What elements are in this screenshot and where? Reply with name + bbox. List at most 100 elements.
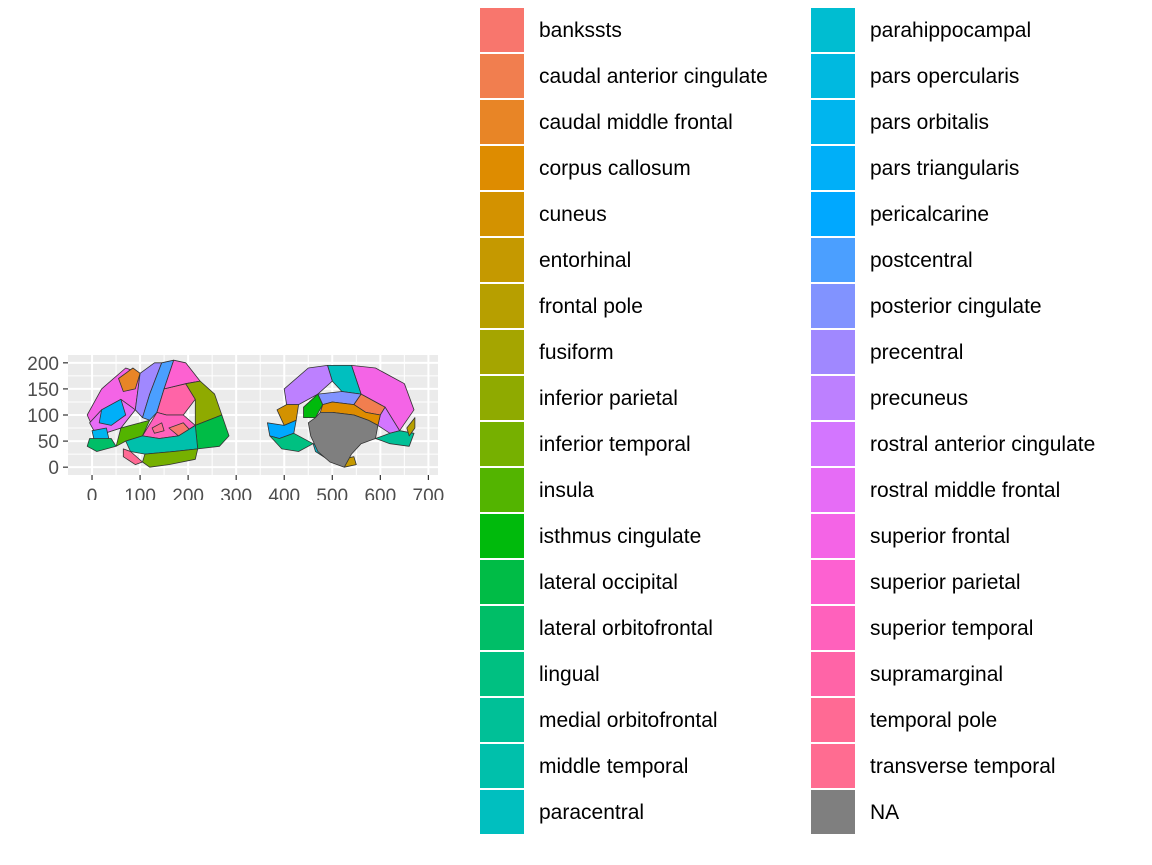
legend-swatch — [811, 8, 855, 52]
legend-label: insula — [539, 479, 594, 502]
region-temporal-pole — [122, 448, 143, 466]
legend-swatch — [811, 100, 855, 144]
legend-swatch — [480, 8, 524, 52]
brain-atlas-plot: 0 100 200 300 400 500 600 700 0 50 100 150 200 — [27, 354, 445, 500]
x-tick-label: 200 — [172, 486, 204, 500]
legend-label: corpus callosum — [539, 157, 691, 180]
region-isthmus-cingulate — [303, 393, 324, 419]
region-na — [307, 411, 379, 468]
legend-label: frontal pole — [539, 295, 643, 318]
legend-swatch — [811, 652, 855, 696]
region-cuneus — [276, 404, 300, 426]
legend-label: NA — [870, 801, 900, 824]
legend-label: paracentral — [539, 801, 645, 824]
legend-label: cuneus — [539, 203, 607, 226]
legend-label: pars triangularis — [870, 157, 1020, 180]
legend-swatch — [480, 100, 524, 144]
x-tick-label: 0 — [87, 486, 98, 500]
y-axis: 0 50 100 150 200 — [27, 354, 68, 479]
region-pars-triangularis — [98, 398, 127, 426]
legend-swatch — [480, 468, 524, 512]
legend-label: superior temporal — [870, 617, 1034, 640]
legend-label: caudal anterior cingulate — [539, 65, 768, 88]
legend-label: rostral middle frontal — [870, 479, 1061, 502]
legend-label: inferior temporal — [539, 433, 691, 456]
legend-swatch — [480, 422, 524, 466]
legend-swatch — [811, 192, 855, 236]
region-lateral-orbitofrontal — [86, 438, 117, 452]
legend-label: transverse temporal — [870, 755, 1056, 778]
legend-swatch — [480, 54, 524, 98]
legend-label: pars opercularis — [870, 65, 1020, 88]
legend-swatch — [480, 330, 524, 374]
legend-label: caudal middle frontal — [539, 111, 733, 134]
region-inferior-temporal — [142, 448, 199, 468]
legend-label: lateral orbitofrontal — [539, 617, 713, 640]
region-rostral-anterior-cingulate — [377, 406, 401, 434]
y-tick-label: 50 — [38, 432, 59, 453]
legend-label: bankssts — [539, 19, 622, 42]
legend-swatch — [811, 514, 855, 558]
legend-swatch — [811, 376, 855, 420]
legend-swatch — [480, 560, 524, 604]
legend-label: pericalcarine — [870, 203, 990, 226]
legend-label: middle temporal — [539, 755, 689, 778]
legend-swatch — [480, 606, 524, 650]
y-tick-label: 0 — [48, 458, 59, 479]
legend-label: fusiform — [539, 341, 614, 364]
legend-label: entorhinal — [539, 249, 632, 272]
legend-label: superior parietal — [870, 571, 1021, 594]
y-tick-label: 200 — [27, 354, 59, 375]
legend-swatch — [480, 698, 524, 742]
legend-label: precentral — [870, 341, 964, 364]
legend-label: superior frontal — [870, 525, 1011, 548]
legend-label: medial orbitofrontal — [539, 709, 718, 732]
legend-swatch — [811, 146, 855, 190]
x-tick-label: 500 — [316, 486, 348, 500]
legend-label: pars orbitalis — [870, 111, 990, 134]
legend-label: postcentral — [870, 249, 973, 272]
x-tick-label: 100 — [124, 486, 156, 500]
x-tick-label: 700 — [413, 486, 445, 500]
x-tick-label: 300 — [220, 486, 252, 500]
legend-swatch — [811, 330, 855, 374]
legend-swatch — [480, 514, 524, 558]
legend-swatch — [480, 146, 524, 190]
legend-label: temporal pole — [870, 709, 998, 732]
legend-label: isthmus cingulate — [539, 525, 702, 548]
legend-swatch — [480, 744, 524, 788]
legend-label: inferior parietal — [539, 387, 678, 410]
legend-swatch — [811, 744, 855, 788]
legend-label: lateral occipital — [539, 571, 678, 594]
legend-swatch — [480, 790, 524, 834]
legend-swatch — [480, 238, 524, 282]
region-middle-temporal — [125, 424, 199, 455]
region-frontal-pole — [406, 417, 416, 437]
legend-swatch — [811, 54, 855, 98]
region-lateral-occipital — [194, 414, 230, 450]
legend-swatch — [811, 422, 855, 466]
legend-swatch — [811, 468, 855, 512]
legend-swatch — [811, 238, 855, 282]
legend-swatch — [811, 698, 855, 742]
legend-swatch — [811, 284, 855, 328]
legend-label: lingual — [539, 663, 600, 686]
legend-label: posterior cingulate — [870, 295, 1042, 318]
region-transverse-temporal — [151, 422, 165, 434]
legend-swatch — [480, 284, 524, 328]
brain-regions — [86, 359, 416, 468]
legend-swatch — [480, 376, 524, 420]
x-tick-label: 400 — [268, 486, 300, 500]
x-axis: 0 100 200 300 400 500 600 700 — [87, 475, 445, 500]
legend-swatch — [811, 560, 855, 604]
legend-swatch — [811, 606, 855, 650]
y-tick-label: 150 — [27, 380, 59, 401]
legend-label: precuneus — [870, 387, 969, 410]
legend-label: rostral anterior cingulate — [870, 433, 1096, 456]
y-tick-label: 100 — [27, 406, 59, 427]
legend-swatch — [811, 790, 855, 834]
region-caudal-middle-frontal — [118, 367, 141, 392]
x-tick-label: 600 — [364, 486, 396, 500]
legend-label: parahippocampal — [870, 19, 1032, 42]
legend-label: supramarginal — [870, 663, 1004, 686]
